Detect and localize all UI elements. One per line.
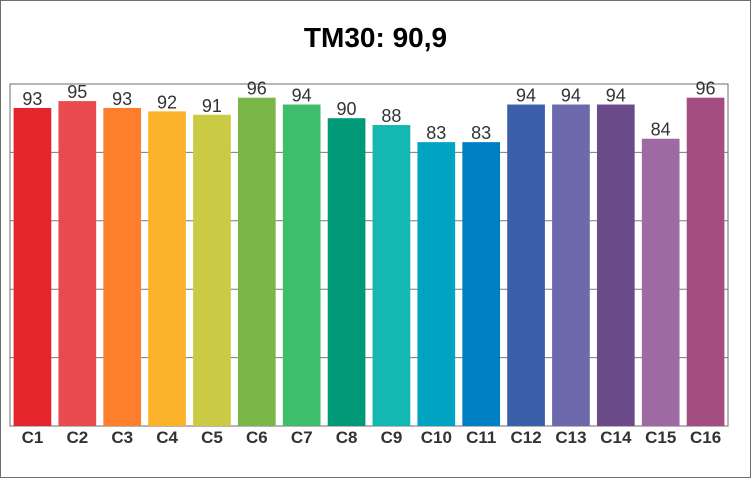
value-label: 93	[112, 89, 132, 109]
value-label: 94	[606, 86, 626, 106]
bar-c16	[686, 97, 725, 427]
x-tick-label: C6	[246, 428, 268, 447]
x-tick-label: C9	[381, 428, 403, 447]
bar-c13	[552, 104, 590, 427]
x-tick-label: C16	[690, 428, 721, 447]
bar-c9	[372, 125, 411, 426]
x-tick-label: C5	[201, 428, 223, 447]
value-label: 83	[471, 123, 491, 143]
value-label: 94	[292, 86, 312, 106]
bars	[13, 97, 725, 427]
value-label: 83	[426, 123, 446, 143]
x-tick-label: C12	[510, 428, 541, 447]
bar-c4	[148, 111, 186, 427]
bar-c10	[417, 142, 456, 426]
value-label: 93	[22, 89, 42, 109]
value-label: 90	[337, 99, 357, 119]
chart-title: TM30: 90,9	[303, 22, 448, 53]
bar-c12	[507, 104, 545, 427]
x-tick-label: C4	[156, 428, 178, 447]
plot-area	[9, 83, 729, 427]
value-label: 92	[157, 92, 177, 112]
bar-c7	[282, 104, 321, 427]
x-tick-labels: C1 C2 C3 C4 C5 C6 C7 C8 C9 C10 C11 C12 C13 C14 C15 C16	[22, 428, 722, 447]
bar-c3	[103, 107, 142, 426]
bar-c14	[596, 104, 635, 427]
x-tick-label: C11	[466, 428, 496, 447]
value-label: 84	[651, 120, 671, 140]
x-tick-label: C1	[22, 428, 44, 447]
bar-c1	[13, 107, 52, 426]
value-label: 96	[696, 79, 716, 99]
x-tick-label: C10	[421, 428, 452, 447]
value-label: 91	[202, 96, 222, 116]
value-label: 94	[516, 86, 536, 106]
x-tick-label: C3	[111, 428, 133, 447]
value-label: 95	[67, 82, 87, 102]
bar-c5	[193, 114, 231, 426]
bar-c6	[237, 97, 276, 427]
x-tick-label: C13	[555, 428, 586, 447]
x-tick-label: C7	[291, 428, 313, 447]
x-tick-label: C2	[66, 428, 88, 447]
x-tick-label: C14	[600, 428, 632, 447]
value-label: 96	[247, 79, 267, 99]
value-labels: 93 95 93 92 91 96 94 90 88 83 83 94 94 94 84 96	[22, 79, 715, 143]
value-label: 94	[561, 86, 581, 106]
x-tick-label: C15	[645, 428, 676, 447]
bar-c11	[462, 142, 501, 426]
bar-c8	[327, 118, 366, 426]
bar-c15	[641, 138, 680, 426]
value-label: 88	[381, 106, 401, 126]
x-tick-label: C8	[336, 428, 358, 447]
bar-c2	[58, 101, 97, 426]
